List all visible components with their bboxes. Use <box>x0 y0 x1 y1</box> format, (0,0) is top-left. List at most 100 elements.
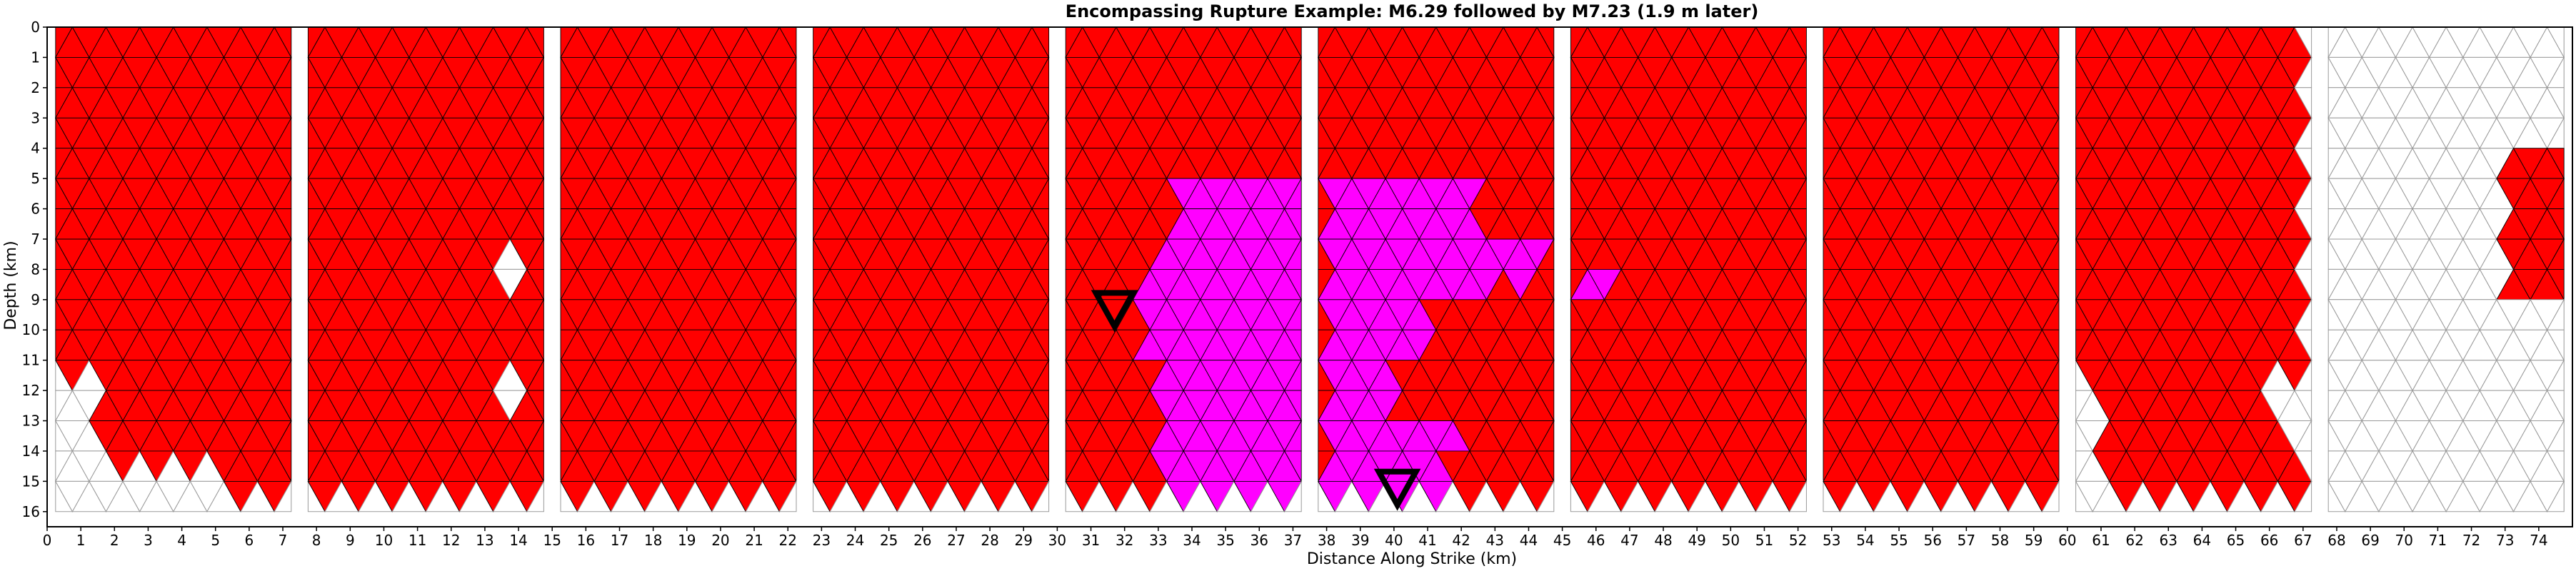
mesh-triangle <box>1789 148 1807 180</box>
triangle-mesh <box>54 27 2565 512</box>
mesh-triangle <box>778 27 797 59</box>
x-tick-label: 38 <box>1318 532 1335 549</box>
mesh-triangle <box>2041 87 2060 120</box>
x-tick-label: 60 <box>2058 532 2076 549</box>
mesh-triangle <box>2294 148 2312 181</box>
mesh-triangle <box>1283 148 1302 180</box>
x-tick-label: 39 <box>1351 532 1369 549</box>
y-tick-label: 15 <box>22 473 40 490</box>
x-tick-label: 53 <box>1823 532 1840 549</box>
mesh-triangle <box>1788 480 1807 512</box>
mesh-triangle <box>778 208 797 241</box>
x-tick-label: 54 <box>1856 532 1874 549</box>
mesh-triangle <box>1789 329 1807 362</box>
mesh-triangle <box>526 87 544 120</box>
mesh-triangle <box>1283 208 1302 241</box>
x-tick-label: 40 <box>1385 532 1403 549</box>
mesh-triangle <box>778 480 797 512</box>
y-tick-label: 9 <box>31 291 40 308</box>
segment-gap <box>2060 27 2088 497</box>
fault-segment <box>1823 27 2088 512</box>
x-tick-label: 48 <box>1654 532 1672 549</box>
segment-gap <box>1808 27 1835 497</box>
x-tick-label: 3 <box>144 532 153 549</box>
x-tick-label: 31 <box>1082 532 1100 549</box>
x-tick-label: 64 <box>2193 532 2211 549</box>
mesh-triangle <box>274 87 292 120</box>
mesh-triangle <box>2041 27 2060 59</box>
mesh-triangle <box>1283 450 1302 483</box>
x-tick-label: 66 <box>2260 532 2278 549</box>
y-tick-label: 10 <box>22 321 40 338</box>
x-tick-label: 34 <box>1183 532 1201 549</box>
mesh-triangle <box>1283 480 1302 512</box>
mesh-triangle <box>1789 390 1807 423</box>
fault-segment <box>54 27 320 512</box>
mesh-triangle <box>2294 27 2312 59</box>
chart-title: Encompassing Rupture Example: M6.29 foll… <box>1066 1 1759 21</box>
x-tick-label: 5 <box>211 532 220 549</box>
mesh-triangle <box>1536 27 1555 59</box>
x-tick-label: 16 <box>577 532 595 549</box>
mesh-triangle <box>274 208 292 241</box>
y-tick-label: 4 <box>31 140 40 157</box>
segment-gap <box>798 27 826 497</box>
x-tick-label: 21 <box>745 532 763 549</box>
mesh-triangle <box>2547 27 2565 59</box>
mesh-triangle <box>526 450 544 483</box>
mesh-triangle <box>1031 329 1050 362</box>
x-tick-label: 59 <box>2025 532 2043 549</box>
mesh-triangle <box>1283 390 1302 423</box>
mesh-triangle <box>1031 208 1050 241</box>
mesh-triangle <box>1536 87 1555 120</box>
x-tick-label: 37 <box>1284 532 1302 549</box>
x-tick-label: 26 <box>913 532 931 549</box>
mesh-triangle <box>1031 390 1050 423</box>
mesh-triangle <box>1789 450 1807 483</box>
y-tick-label: 11 <box>22 352 40 369</box>
x-tick-label: 71 <box>2429 532 2447 549</box>
mesh-triangle <box>2546 329 2565 362</box>
x-tick-label: 51 <box>1755 532 1773 549</box>
mesh-triangle <box>1031 450 1050 483</box>
mesh-triangle <box>2294 480 2312 512</box>
x-tick-label: 35 <box>1216 532 1234 549</box>
mesh-triangle <box>1031 148 1050 180</box>
x-tick-label: 74 <box>2530 532 2547 549</box>
x-tick-label: 36 <box>1251 532 1268 549</box>
mesh-triangle <box>1283 329 1302 362</box>
mesh-triangle <box>778 450 797 483</box>
mesh-triangle <box>2041 268 2060 301</box>
x-tick-label: 41 <box>1418 532 1436 549</box>
y-tick-label: 1 <box>31 49 40 66</box>
segment-gap <box>1303 27 1330 497</box>
y-tick-label: 3 <box>31 109 40 126</box>
mesh-triangle <box>2294 450 2312 483</box>
mesh-triangle <box>1536 148 1555 180</box>
x-tick-label: 63 <box>2160 532 2177 549</box>
mesh-triangle <box>778 148 797 180</box>
mesh-triangle <box>1536 390 1555 423</box>
mesh-triangle <box>526 390 544 423</box>
x-tick-label: 45 <box>1553 532 1571 549</box>
fault-segment <box>812 27 1078 512</box>
x-tick-label: 47 <box>1620 532 1638 549</box>
hypocenter-marker <box>1373 468 1421 511</box>
mesh-triangle <box>2294 329 2312 362</box>
mesh-triangle <box>2294 268 2312 301</box>
x-tick-label: 61 <box>2092 532 2110 549</box>
y-tick-label: 5 <box>31 170 40 187</box>
mesh-triangle <box>2294 208 2312 241</box>
x-tick-label: 9 <box>346 532 355 549</box>
mesh-triangle <box>1284 27 1302 59</box>
x-tick-label: 22 <box>779 532 797 549</box>
x-tick-label: 6 <box>245 532 254 549</box>
x-tick-label: 28 <box>981 532 998 549</box>
mesh-triangle <box>2546 87 2565 120</box>
mesh-triangle <box>526 27 544 59</box>
x-tick-label: 20 <box>711 532 729 549</box>
x-tick-label: 25 <box>880 532 898 549</box>
mesh-triangle <box>526 480 544 512</box>
mesh-triangle <box>778 87 797 120</box>
